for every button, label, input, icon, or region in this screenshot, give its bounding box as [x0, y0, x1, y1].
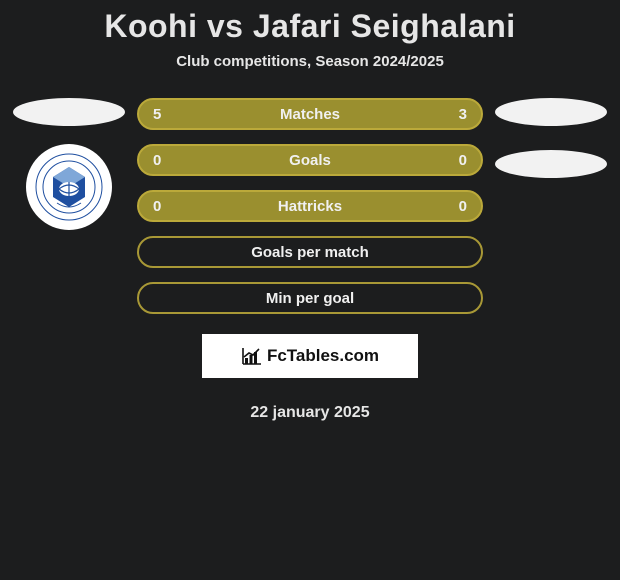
chart-icon [241, 346, 263, 366]
right-club-placeholder [495, 150, 607, 178]
stat-label: Matches [193, 106, 427, 123]
stat-right-value: 0 [427, 152, 467, 169]
club-crest-icon [35, 153, 103, 221]
right-player-placeholder [495, 98, 607, 126]
right-player-col [495, 98, 607, 178]
stat-row-hattricks: 0 Hattricks 0 [137, 190, 483, 222]
stat-row-goals: 0 Goals 0 [137, 144, 483, 176]
stat-label: Goals per match [193, 244, 427, 261]
stats-column: 5 Matches 3 0 Goals 0 0 Hattricks 0 Goal… [137, 98, 483, 422]
left-player-col [13, 98, 125, 230]
left-player-placeholder [13, 98, 125, 126]
watermark-text: FcTables.com [267, 346, 379, 366]
stat-label: Min per goal [193, 290, 427, 307]
subtitle: Club competitions, Season 2024/2025 [0, 53, 620, 70]
stat-row-goals-per-match: Goals per match [137, 236, 483, 268]
page-title: Koohi vs Jafari Seighalani [0, 8, 620, 45]
stat-label: Hattricks [193, 198, 427, 215]
comparison-layout: 5 Matches 3 0 Goals 0 0 Hattricks 0 Goal… [0, 98, 620, 422]
date-text: 22 january 2025 [137, 404, 483, 422]
stat-left-value: 0 [153, 198, 193, 215]
stat-row-min-per-goal: Min per goal [137, 282, 483, 314]
stat-label: Goals [193, 152, 427, 169]
left-club-badge [26, 144, 112, 230]
stat-row-matches: 5 Matches 3 [137, 98, 483, 130]
watermark: FcTables.com [202, 334, 418, 378]
stat-right-value: 3 [427, 106, 467, 123]
stat-left-value: 5 [153, 106, 193, 123]
stat-left-value: 0 [153, 152, 193, 169]
stat-right-value: 0 [427, 198, 467, 215]
